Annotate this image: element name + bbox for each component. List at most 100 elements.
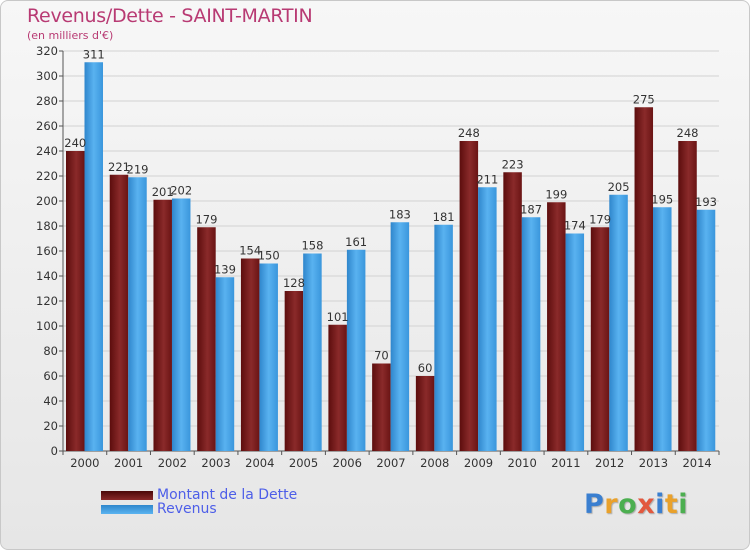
y-tick-label: 100 [36, 319, 58, 333]
y-tick-label: 120 [36, 294, 58, 308]
y-tick-label: 280 [36, 94, 58, 108]
bar-revenus [434, 224, 453, 451]
bar-revenus [390, 222, 410, 451]
x-tick-label: 2008 [420, 456, 449, 470]
x-tick-label: 2000 [70, 456, 99, 470]
logo-letter: x [637, 489, 656, 520]
data-label: 139 [214, 262, 236, 276]
bar-revenus [215, 277, 235, 451]
data-label: 199 [545, 187, 567, 201]
x-tick-label: 2007 [376, 456, 405, 470]
data-label: 179 [589, 212, 611, 226]
data-label: 275 [633, 92, 655, 106]
data-label: 221 [108, 160, 130, 174]
x-tick-label: 2010 [508, 456, 537, 470]
data-label: 128 [283, 276, 305, 290]
data-label: 181 [433, 210, 455, 224]
bar-revenus [84, 62, 103, 451]
y-tick-label: 260 [36, 119, 58, 133]
logo-letter: i [678, 489, 689, 520]
data-label: 174 [564, 219, 586, 233]
logo-letter: r [604, 489, 619, 520]
x-tick-label: 2004 [245, 456, 274, 470]
y-tick-label: 60 [43, 369, 58, 383]
axis-layer: 0 20 40 60 80 100 120 140 160 180 200 220 240 260 280 3… [36, 44, 720, 470]
bar-debt [66, 151, 85, 451]
y-tick-label: 300 [36, 69, 58, 83]
data-label: 211 [476, 172, 498, 186]
x-tick-label: 2009 [464, 456, 493, 470]
bar-debt [328, 324, 347, 451]
data-label: 202 [170, 184, 192, 198]
bar-debt [415, 376, 435, 451]
bar-revenus [609, 194, 628, 451]
bar-debt [197, 227, 216, 451]
x-tick-label: 2005 [289, 456, 318, 470]
bar-revenus [346, 249, 366, 451]
bar-revenus [565, 233, 585, 451]
y-tick-label: 40 [43, 394, 58, 408]
data-label: 248 [458, 126, 480, 140]
x-tick-label: 2011 [551, 456, 580, 470]
data-label: 223 [502, 157, 524, 171]
proxiti-logo: Proxiti [584, 489, 688, 520]
chart-title: Revenus/Dette - SAINT-MARTIN [27, 5, 313, 27]
label-layer: 2403112212192012021791391541501281581011… [64, 47, 717, 375]
data-label: 183 [389, 207, 411, 221]
y-tick-label: 140 [36, 269, 58, 283]
chart-subtitle: (en milliers d'€) [27, 29, 114, 42]
bar-debt [372, 363, 391, 451]
logo-letter: i [655, 489, 665, 520]
bar-debt [284, 291, 304, 451]
y-tick-label: 160 [36, 244, 58, 258]
bar-debt [109, 174, 129, 451]
data-label: 201 [152, 185, 174, 199]
y-tick-label: 220 [36, 169, 58, 183]
x-tick-label: 2013 [639, 456, 668, 470]
data-label: 60 [418, 361, 433, 375]
data-label: 248 [677, 126, 699, 140]
logo-letter: t [664, 489, 679, 520]
x-tick-label: 2002 [158, 456, 187, 470]
bar-revenus [128, 177, 147, 451]
bar-revenus [521, 217, 541, 451]
data-label: 150 [258, 249, 280, 263]
x-tick-label: 2006 [333, 456, 362, 470]
y-tick-label: 240 [36, 144, 58, 158]
legend-label-debt: Montant de la Dette [157, 487, 298, 503]
data-label: 205 [608, 180, 630, 194]
y-tick-label: 80 [43, 344, 58, 358]
y-tick-label: 0 [51, 444, 58, 458]
data-label: 161 [345, 235, 367, 249]
legend-label-revenus: Revenus [157, 501, 217, 517]
data-label: 158 [301, 239, 323, 253]
bar-debt [503, 172, 522, 451]
x-tick-label: 2012 [595, 456, 624, 470]
bar-debt [153, 199, 172, 451]
legend-swatch-debt [101, 491, 153, 500]
y-tick-label: 200 [36, 194, 58, 208]
data-label: 70 [374, 349, 389, 363]
bar-debt [240, 258, 260, 451]
y-tick-label: 320 [36, 44, 58, 58]
bar-debt [634, 107, 654, 451]
bar-debt [678, 141, 697, 451]
data-label: 195 [651, 192, 673, 206]
data-label: 193 [695, 195, 717, 209]
x-tick-label: 2014 [682, 456, 711, 470]
data-label: 179 [195, 212, 217, 226]
bar-debt [459, 141, 479, 451]
data-label: 187 [520, 202, 542, 216]
logo-letter: P [584, 489, 605, 520]
data-label: 154 [239, 244, 261, 258]
x-tick-label: 2001 [114, 456, 143, 470]
legend-swatch-revenus [101, 505, 153, 514]
logo-letter: o [618, 489, 638, 520]
bar-revenus [696, 209, 716, 451]
data-label: 311 [83, 47, 105, 61]
bar-debt [590, 227, 610, 451]
data-label: 101 [327, 310, 349, 324]
bar-revenus [653, 207, 672, 451]
